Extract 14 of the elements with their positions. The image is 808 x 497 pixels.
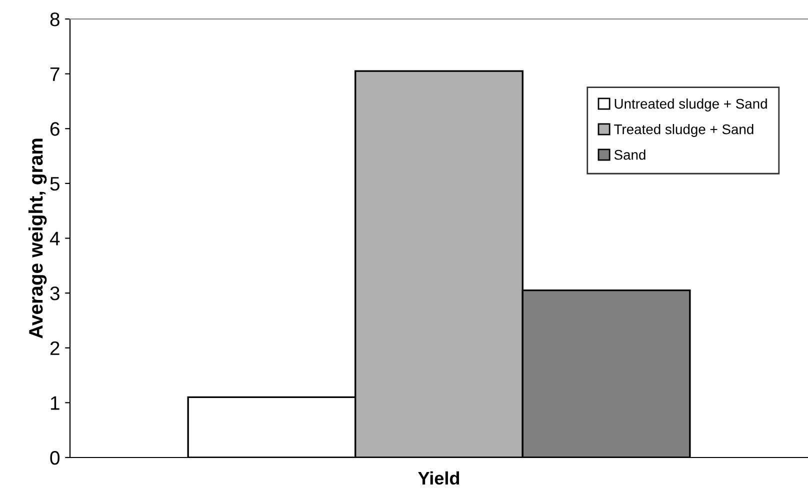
y-tick-label: 3 (50, 286, 60, 300)
y-tick-label: 4 (50, 232, 60, 246)
legend-label: Untreated sludge + Sand (614, 98, 767, 112)
legend-label: Treated sludge + Sand (614, 124, 754, 137)
y-axis-title: Average weight, gram (28, 138, 47, 338)
legend-label: Sand (614, 150, 646, 160)
y-tick-label: 0 (50, 450, 60, 465)
y-tick-label: 1 (50, 396, 60, 410)
y-tick-label: 2 (50, 341, 60, 355)
y-tick-label: 5 (50, 177, 60, 191)
y-tick-label: 7 (50, 67, 60, 81)
y-tick-label: 6 (50, 122, 60, 136)
x-tick-label: Yield (418, 471, 460, 485)
y-tick-label: 8 (50, 12, 60, 26)
